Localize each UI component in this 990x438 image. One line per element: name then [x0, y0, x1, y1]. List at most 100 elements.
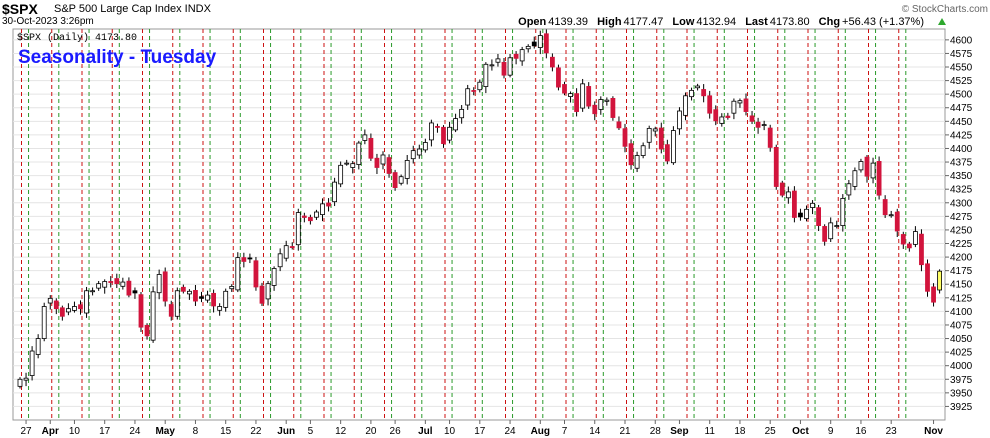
- candle-body: [822, 226, 828, 242]
- candle-body: [616, 121, 622, 129]
- x-tick-label: 14: [589, 426, 601, 437]
- candle-body: [580, 83, 586, 109]
- candle-body: [120, 281, 126, 287]
- candle-body: [344, 162, 350, 165]
- candle-body: [664, 144, 670, 162]
- y-tick-label: 4500: [950, 90, 973, 101]
- candle-body: [17, 378, 23, 387]
- x-tick-label: 12: [335, 426, 347, 437]
- candle-body: [374, 157, 380, 168]
- last-label: Last: [745, 16, 768, 28]
- candle-body: [380, 154, 386, 165]
- high-value: 4177.47: [623, 16, 664, 28]
- candle-body: [634, 155, 640, 169]
- y-tick-label: 3950: [950, 388, 973, 399]
- candle-body: [695, 85, 700, 89]
- candle-body: [23, 377, 29, 381]
- x-tick-label: 22: [250, 426, 262, 437]
- candle-body: [72, 306, 77, 311]
- candle-body: [749, 115, 755, 122]
- candle-body: [102, 281, 108, 288]
- candle-body: [925, 263, 930, 292]
- y-tick-label: 4475: [950, 103, 973, 114]
- y-tick-label: 4025: [950, 348, 973, 359]
- y-tick-label: 4275: [950, 212, 973, 223]
- candle-body: [332, 181, 338, 203]
- y-tick-label: 3975: [950, 375, 973, 386]
- y-tick-label: 4450: [950, 117, 973, 128]
- candle-body: [156, 274, 162, 294]
- candle-body: [755, 121, 761, 128]
- candle-body: [543, 33, 549, 54]
- candle-body: [888, 214, 894, 217]
- x-tick-label: 11: [705, 426, 716, 437]
- x-tick-label: 8: [193, 426, 199, 437]
- candle-body: [628, 143, 634, 166]
- symbol-label: $SPX: [2, 1, 38, 17]
- x-tick-label: Aug: [531, 426, 550, 437]
- x-tick-label: 28: [650, 426, 662, 437]
- candle-body: [677, 110, 682, 130]
- candle-body: [525, 45, 531, 50]
- candle-body: [283, 245, 289, 259]
- candle-body: [622, 128, 628, 147]
- chart-title: Seasonality - Tuesday: [18, 47, 217, 68]
- high-label: High: [597, 16, 622, 28]
- candle-body: [53, 300, 59, 310]
- quote-bar: Open 4139.39 High 4177.47 Low 4132.94 Last 4…: [518, 16, 930, 28]
- candle-body: [604, 99, 610, 102]
- x-tick-label: 24: [504, 426, 516, 437]
- candle-body: [447, 126, 452, 141]
- candle-body: [193, 290, 198, 302]
- candle-body: [864, 156, 870, 177]
- candle-body: [295, 212, 301, 246]
- y-tick-label: 4200: [950, 253, 973, 264]
- candle-body: [894, 211, 900, 232]
- candle-body: [96, 283, 102, 289]
- x-tick-label: 26: [390, 426, 402, 437]
- x-tick-label: Nov: [924, 426, 943, 437]
- y-tick-label: 4000: [950, 361, 973, 372]
- candle-body: [574, 93, 579, 112]
- candle-body: [271, 268, 277, 286]
- candle-body: [350, 163, 356, 168]
- y-tick-label: 4600: [950, 35, 973, 46]
- chg-label: Chg: [818, 16, 841, 28]
- candle-body: [725, 115, 731, 118]
- x-tick-label: Jul: [418, 426, 433, 437]
- candle-body: [168, 304, 174, 317]
- candle-body: [199, 296, 204, 299]
- x-tick-label: 23: [886, 426, 898, 437]
- candle-body: [471, 90, 477, 92]
- candle-body: [59, 307, 65, 317]
- y-tick-label: 4250: [950, 225, 973, 236]
- candle-body: [307, 217, 313, 222]
- y-tick-label: 4225: [950, 239, 973, 250]
- candle-body: [507, 57, 513, 76]
- y-tick-label: 4550: [950, 63, 973, 74]
- candle-body: [701, 89, 707, 97]
- candle-body: [428, 122, 434, 141]
- candle-body: [453, 118, 459, 131]
- candle-body: [652, 128, 658, 132]
- candle-body: [392, 172, 398, 188]
- candle-body: [320, 203, 325, 216]
- candle-body: [211, 292, 217, 307]
- y-tick-label: 4375: [950, 158, 973, 169]
- x-tick-label: 25: [765, 426, 777, 437]
- x-tick-label: 5: [308, 426, 314, 437]
- candle-body: [671, 130, 676, 164]
- candle-body: [66, 308, 71, 313]
- candle-body: [162, 271, 168, 302]
- candle-body: [810, 202, 815, 208]
- candle-body: [301, 215, 307, 218]
- y-axis: 3925 3950 3975 4000 4025 4050 4075 4100 4125 4150…: [945, 35, 973, 413]
- x-tick-label: May: [155, 426, 175, 437]
- candle-body: [646, 127, 652, 143]
- candle-body: [689, 89, 694, 98]
- candle-body: [259, 285, 265, 304]
- quote-date: 30-Oct-2023 3:26pm: [2, 16, 94, 27]
- last-value: 4173.80: [769, 16, 810, 28]
- candle-body: [362, 134, 368, 141]
